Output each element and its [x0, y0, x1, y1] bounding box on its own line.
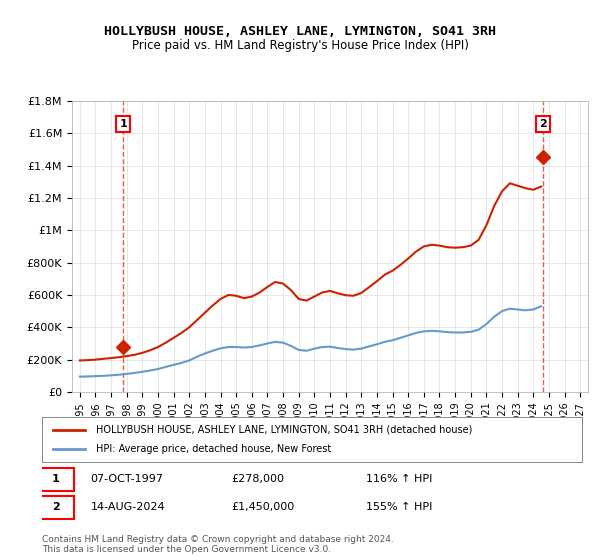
Text: 14-AUG-2024: 14-AUG-2024 — [91, 502, 165, 512]
Text: £1,450,000: £1,450,000 — [231, 502, 294, 512]
Text: HPI: Average price, detached house, New Forest: HPI: Average price, detached house, New … — [96, 445, 331, 455]
Text: 07-OCT-1997: 07-OCT-1997 — [91, 474, 164, 484]
Text: HOLLYBUSH HOUSE, ASHLEY LANE, LYMINGTON, SO41 3RH: HOLLYBUSH HOUSE, ASHLEY LANE, LYMINGTON,… — [104, 25, 496, 38]
Text: 155% ↑ HPI: 155% ↑ HPI — [366, 502, 433, 512]
Text: £278,000: £278,000 — [231, 474, 284, 484]
Text: 116% ↑ HPI: 116% ↑ HPI — [366, 474, 433, 484]
Text: 1: 1 — [119, 119, 127, 129]
Text: 2: 2 — [52, 502, 59, 512]
FancyBboxPatch shape — [37, 468, 74, 491]
Text: HOLLYBUSH HOUSE, ASHLEY LANE, LYMINGTON, SO41 3RH (detached house): HOLLYBUSH HOUSE, ASHLEY LANE, LYMINGTON,… — [96, 424, 472, 435]
Text: 1: 1 — [52, 474, 59, 484]
FancyBboxPatch shape — [37, 496, 74, 519]
Text: Contains HM Land Registry data © Crown copyright and database right 2024.
This d: Contains HM Land Registry data © Crown c… — [42, 535, 394, 554]
Text: Price paid vs. HM Land Registry's House Price Index (HPI): Price paid vs. HM Land Registry's House … — [131, 39, 469, 52]
Text: 2: 2 — [539, 119, 547, 129]
